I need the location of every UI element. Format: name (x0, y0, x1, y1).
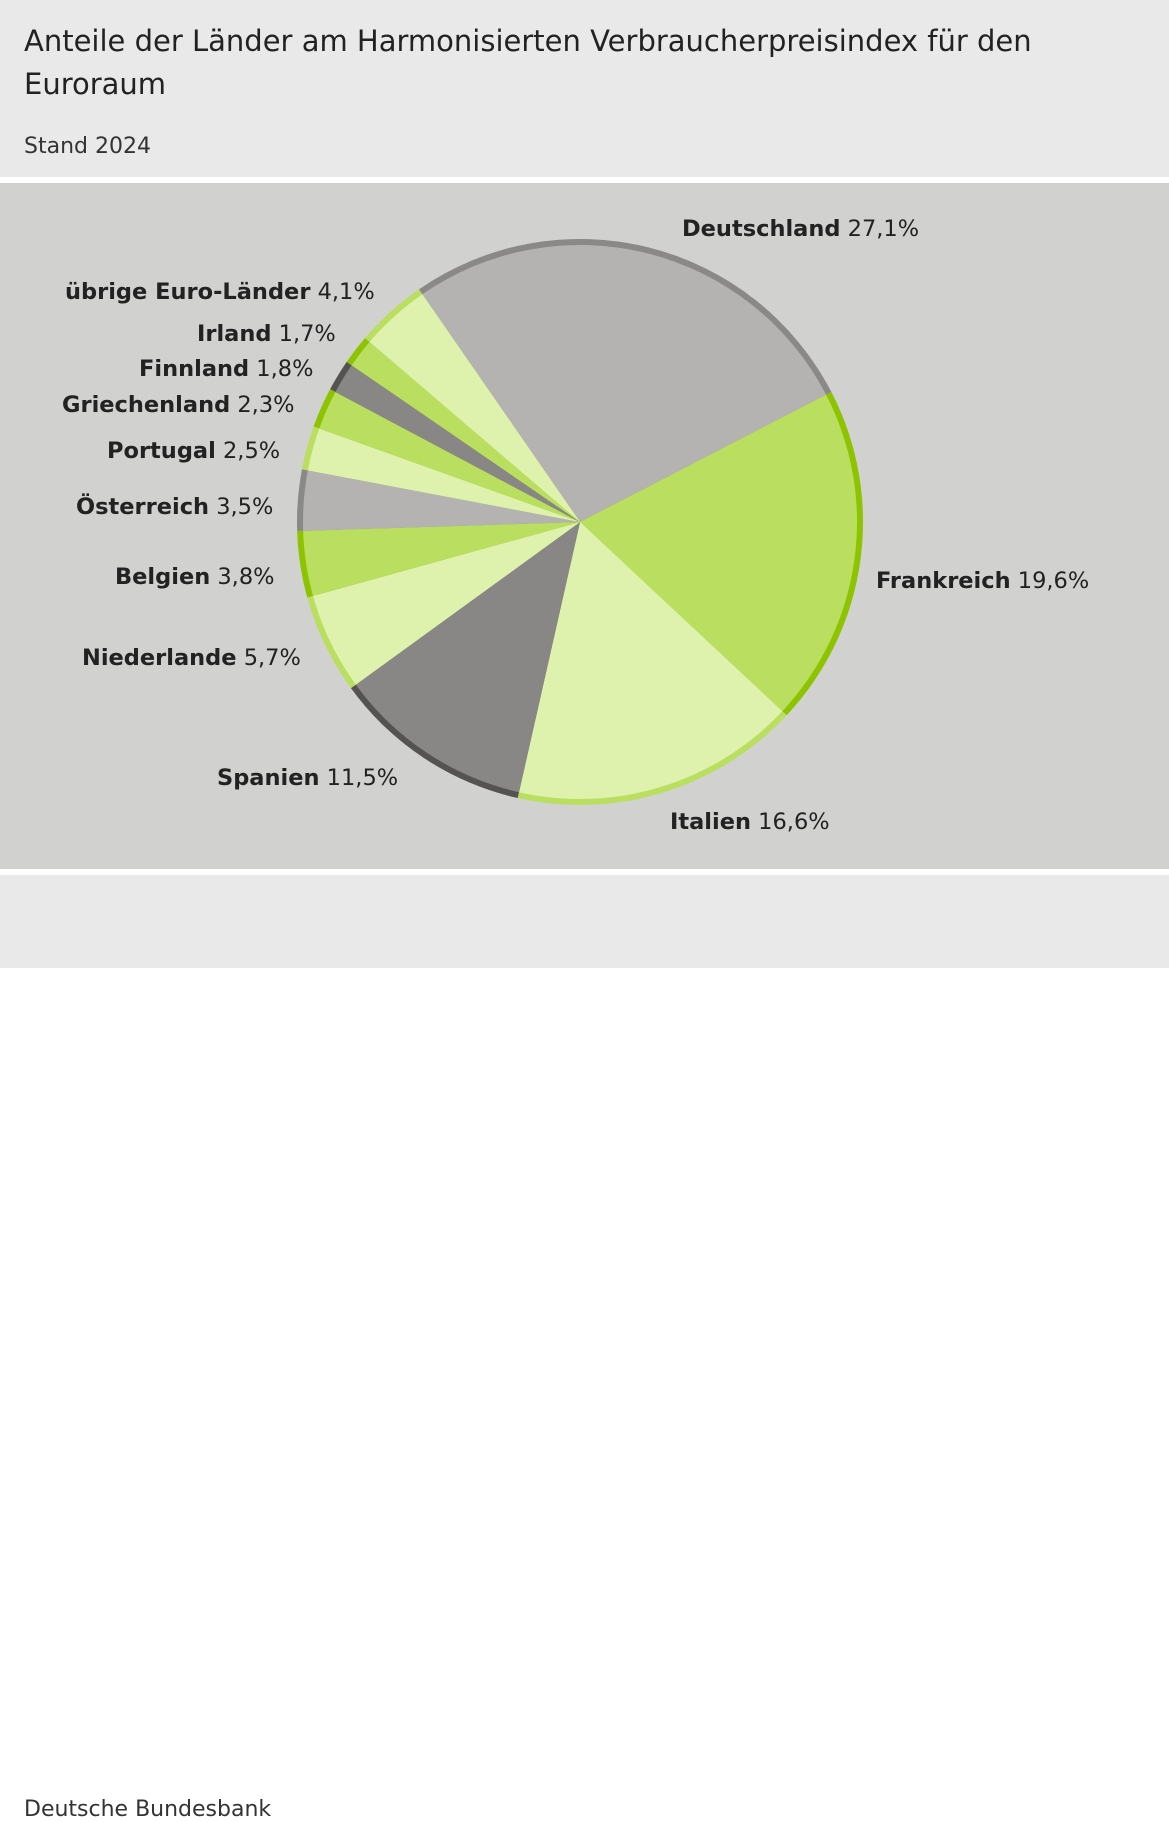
slice-label: Portugal 2,5% (107, 438, 280, 464)
slice-label-value: 1,8% (249, 356, 314, 382)
slice-label-name: Niederlande (82, 645, 237, 671)
slice-label-name: Deutschland (682, 216, 841, 242)
slice-label: Österreich 3,5% (76, 494, 273, 520)
header: Anteile der Länder am Harmonisierten Ver… (0, 0, 1169, 177)
slice-label: Finnland 1,8% (139, 356, 313, 382)
pie-slice (307, 428, 580, 522)
pie-slice (369, 294, 580, 522)
pie-slice (580, 394, 857, 712)
slice-label-name: Spanien (217, 765, 320, 791)
slice-label-value: 19,6% (1010, 568, 1090, 594)
slice-label: Italien 16,6% (670, 809, 830, 835)
chart-title: Anteile der Länder am Harmonisierten Ver… (24, 24, 1032, 101)
slice-label: Belgien 3,8% (115, 564, 275, 590)
slice-label-value: 16,6% (751, 809, 830, 835)
pie-slice (355, 522, 580, 793)
pie-slice (335, 365, 580, 522)
slice-label: Irland 1,7% (197, 321, 336, 347)
pie-chart (297, 239, 864, 805)
footer: Deutsche Bundesbank (0, 875, 1169, 1822)
slice-label: Deutschland 27,1% (682, 216, 919, 242)
pie-slice (303, 522, 580, 596)
slice-label-value: 2,3% (230, 392, 295, 418)
pie-slice (319, 391, 580, 522)
slice-label-value: 2,5% (215, 438, 281, 464)
source-note: Deutsche Bundesbank (24, 1797, 272, 1822)
slice-label-value: 1,7% (271, 321, 336, 347)
pie-slice (303, 470, 580, 531)
slice-label-name: Italien (670, 809, 752, 835)
slice-label: Frankreich 19,6% (876, 568, 1089, 594)
slice-label-name: Portugal (107, 438, 216, 464)
slice-label: Spanien 11,5% (217, 765, 398, 791)
slice-label-name: Frankreich (876, 568, 1011, 594)
pie-slice (351, 341, 580, 522)
slice-label-name: Griechenland (62, 392, 231, 418)
slice-label-name: übrige Euro-Länder (65, 279, 311, 305)
slice-label-name: Belgien (115, 564, 211, 590)
slice-label: Niederlande 5,7% (82, 645, 301, 671)
pie-slice (518, 522, 783, 799)
slice-label: übrige Euro-Länder 4,1% (65, 279, 375, 305)
slice-label-value: 4,1% (310, 279, 375, 305)
slice-label-name: Österreich (76, 494, 210, 520)
pie-slice (313, 522, 580, 685)
slice-label-value: 27,1% (840, 216, 920, 242)
slice-label-value: 3,5% (209, 494, 274, 520)
chart-subtitle: Stand 2024 (24, 134, 151, 159)
slice-label-value: 11,5% (319, 765, 399, 791)
slice-label-name: Finnland (139, 356, 250, 382)
slice-label-name: Irland (197, 321, 272, 347)
slice-label: Griechenland 2,3% (62, 392, 295, 418)
pie-slice (422, 244, 827, 523)
slice-label-value: 5,7% (236, 645, 301, 671)
slice-label-value: 3,8% (210, 564, 275, 590)
